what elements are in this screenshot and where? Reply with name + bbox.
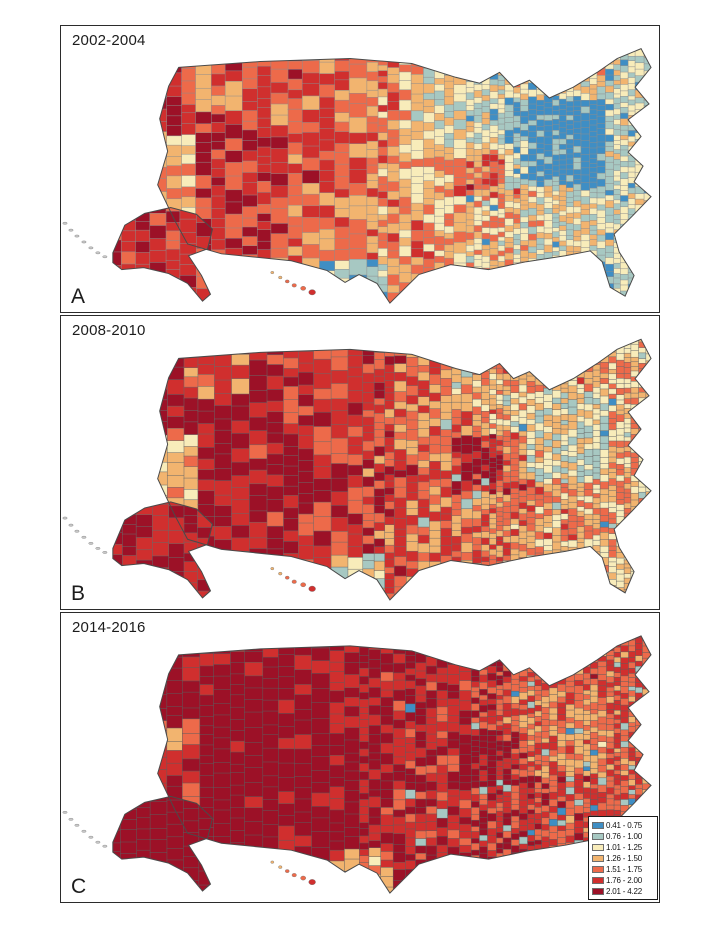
legend-swatch-5: [592, 876, 604, 884]
panel-2014-2016: 2014-2016 C 0.41 - 0.75 0.76 - 1.00 1.01 -…: [60, 612, 660, 903]
legend-swatch-0: [592, 821, 604, 829]
legend-row-5: 1.76 - 2.00: [592, 875, 655, 885]
legend-row-2: 1.01 - 1.25: [592, 842, 655, 852]
us-county-map-2008-2010: [62, 338, 652, 601]
panel-title-2008-2010: 2008-2010: [72, 322, 146, 339]
map-legend: 0.41 - 0.75 0.76 - 1.00 1.01 - 1.25 1.26 - …: [588, 816, 658, 900]
legend-label-1: 0.76 - 1.00: [606, 831, 643, 841]
legend-row-4: 1.51 - 1.75: [592, 864, 655, 874]
legend-label-4: 1.51 - 1.75: [606, 864, 643, 874]
panel-title-2002-2004: 2002-2004: [72, 32, 146, 49]
legend-label-6: 2.01 - 4.22: [606, 886, 643, 896]
legend-swatch-2: [592, 843, 604, 851]
legend-row-6: 2.01 - 4.22: [592, 886, 655, 896]
panel-2002-2004: 2002-2004 A: [60, 25, 660, 313]
panel-letter-b: B: [71, 582, 86, 605]
us-county-map-2014-2016: [62, 635, 652, 894]
legend-swatch-1: [592, 832, 604, 840]
legend-swatch-6: [592, 887, 604, 895]
legend-swatch-3: [592, 854, 604, 862]
us-county-map-2002-2004: [62, 48, 652, 304]
legend-label-5: 1.76 - 2.00: [606, 875, 643, 885]
panel-2008-2010: 2008-2010 B: [60, 315, 660, 610]
legend-label-3: 1.26 - 1.50: [606, 853, 643, 863]
legend-row-0: 0.41 - 0.75: [592, 820, 655, 830]
legend-label-0: 0.41 - 0.75: [606, 820, 643, 830]
legend-row-3: 1.26 - 1.50: [592, 853, 655, 863]
legend-label-2: 1.01 - 1.25: [606, 842, 643, 852]
legend-row-1: 0.76 - 1.00: [592, 831, 655, 841]
panel-letter-a: A: [71, 285, 86, 308]
panel-title-2014-2016: 2014-2016: [72, 619, 146, 636]
panel-letter-c: C: [71, 875, 87, 898]
legend-swatch-4: [592, 865, 604, 873]
